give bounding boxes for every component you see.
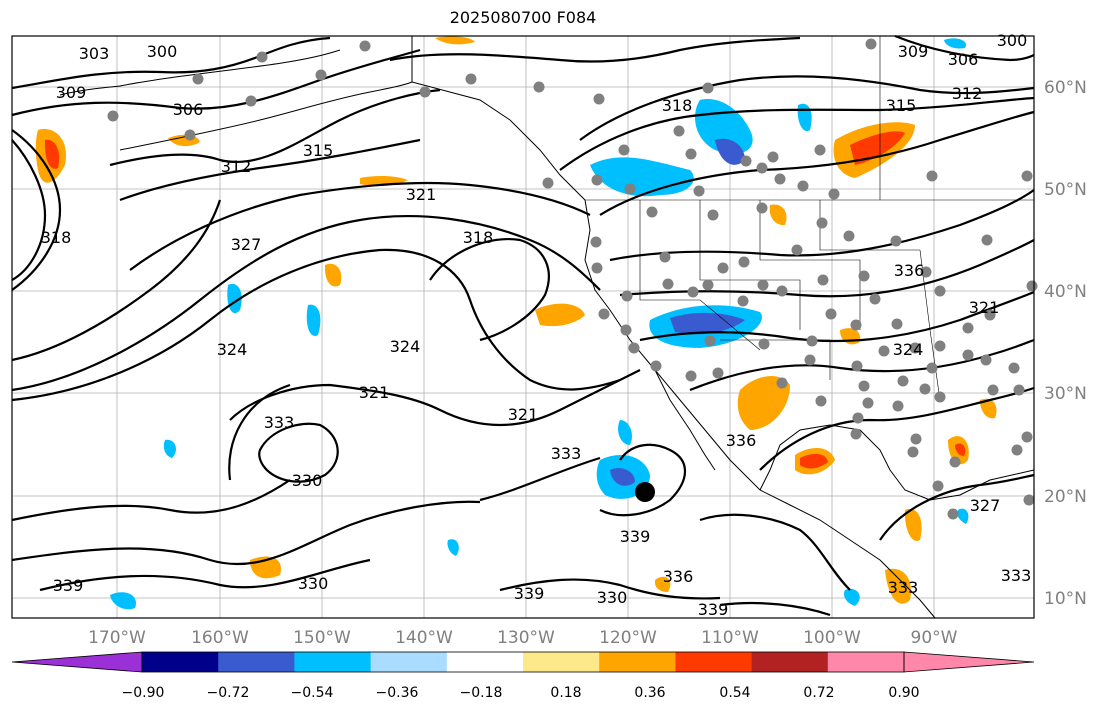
colorbar-tick-labels: −0.90 −0.72 −0.54 −0.36 −0.18 0.18 0.36 …	[122, 685, 920, 701]
lon-label: 150°W	[293, 628, 351, 648]
contour-label: 303	[79, 44, 110, 63]
colorbar-tick-label: −0.36	[376, 685, 419, 701]
lon-label: 160°W	[191, 628, 249, 648]
lon-label: 140°W	[395, 628, 453, 648]
colorbar-segment	[599, 652, 676, 672]
contour-label: 306	[173, 100, 204, 119]
contour-label: 327	[231, 235, 262, 254]
coastlines	[59, 36, 1035, 619]
lon-label: 170°W	[88, 628, 146, 648]
contour-label: 324	[893, 340, 924, 359]
contour-label: 315	[886, 96, 917, 115]
contour-label: 333	[264, 413, 295, 432]
colorbar-segment	[294, 652, 372, 672]
height-contours	[11, 34, 1035, 617]
colorbar-tick-label: 0.18	[550, 685, 581, 701]
contour-labels: 303 300 309 306 312 315 318 321 318 327 …	[41, 31, 1032, 619]
station-markers	[107, 38, 1038, 520]
contour-label: 324	[217, 340, 248, 359]
colorbar-segment	[751, 652, 829, 672]
colorbar-tick-label: 0.90	[888, 685, 919, 701]
contour-label: 318	[41, 228, 72, 247]
lat-label: 20°N	[1044, 487, 1087, 507]
colorbar-extend-low	[11, 651, 143, 673]
colorbar-outline	[141, 651, 905, 673]
lon-label: 90°W	[911, 628, 958, 648]
lat-label: 60°N	[1044, 78, 1087, 98]
contour-label: 309	[898, 42, 929, 61]
lat-label: 40°N	[1044, 282, 1087, 302]
colorbar-extend-high	[903, 651, 1035, 673]
contour-label: 330	[292, 471, 323, 490]
contour-label: 318	[463, 228, 494, 247]
contour-label: 336	[663, 567, 694, 586]
colorbar-tick-label: 0.36	[634, 685, 665, 701]
colorbar-segment	[142, 652, 219, 672]
contour-label: 321	[969, 298, 1000, 317]
colorbar-tick-label: 0.54	[719, 685, 750, 701]
contour-label: 321	[508, 405, 539, 424]
storm-center-marker	[635, 482, 655, 502]
contour-label: 306	[948, 50, 979, 69]
colorbar-segment	[675, 652, 753, 672]
contour-label: 327	[970, 496, 1001, 515]
contour-label: 318	[662, 96, 693, 115]
contour-label: 324	[390, 337, 421, 356]
contour-label: 321	[406, 185, 437, 204]
longitude-labels: 170°W 160°W 150°W 140°W 130°W 120°W 110°…	[88, 628, 958, 648]
lat-label: 30°N	[1044, 384, 1087, 404]
contour-label: 315	[303, 141, 334, 160]
colorbar-tick-label: −0.90	[122, 685, 165, 701]
contour-label: 321	[359, 383, 390, 402]
colorbar-segment	[370, 652, 448, 672]
contour-label: 300	[147, 42, 178, 61]
colorbar-tick-label: −0.72	[207, 685, 250, 701]
lon-label: 130°W	[497, 628, 555, 648]
contour-label: 336	[726, 431, 757, 450]
contour-label: 330	[597, 588, 628, 607]
contour-label: 312	[952, 84, 983, 103]
contour-label: 333	[551, 444, 582, 463]
contour-label: 333	[888, 578, 919, 597]
positive-shading	[35, 36, 997, 604]
lat-label: 50°N	[1044, 180, 1087, 200]
contour-label: 330	[298, 574, 329, 593]
contour-label: 336	[894, 261, 925, 280]
colorbar-tick-label: −0.18	[460, 685, 503, 701]
map-frame	[11, 35, 1035, 619]
colorbar-tick-label: 0.72	[803, 685, 834, 701]
colorbar-segment	[446, 652, 524, 672]
lat-label: 10°N	[1044, 589, 1087, 609]
lon-label: 100°W	[803, 628, 861, 648]
contour-label: 339	[698, 600, 729, 619]
lon-label: 120°W	[599, 628, 657, 648]
colorbar-segment	[827, 652, 905, 672]
lon-label: 110°W	[701, 628, 759, 648]
contour-label: 333	[1001, 566, 1032, 585]
colorbar	[11, 651, 1035, 673]
contour-label: 339	[514, 584, 545, 603]
colorbar-segment	[218, 652, 295, 672]
colorbar-tick-label: −0.54	[291, 685, 334, 701]
contour-label: 300	[997, 31, 1028, 50]
latitude-labels: 60°N 50°N 40°N 30°N 20°N 10°N	[1044, 78, 1087, 609]
map-title: 2025080700 F084	[449, 8, 597, 27]
contour-label: 312	[221, 157, 252, 176]
colorbar-segment	[523, 652, 600, 672]
state-borders	[585, 36, 1034, 401]
map-background	[12, 36, 1034, 618]
contour-label: 339	[53, 576, 84, 595]
contour-label: 339	[620, 527, 651, 546]
contour-label: 309	[56, 83, 87, 102]
